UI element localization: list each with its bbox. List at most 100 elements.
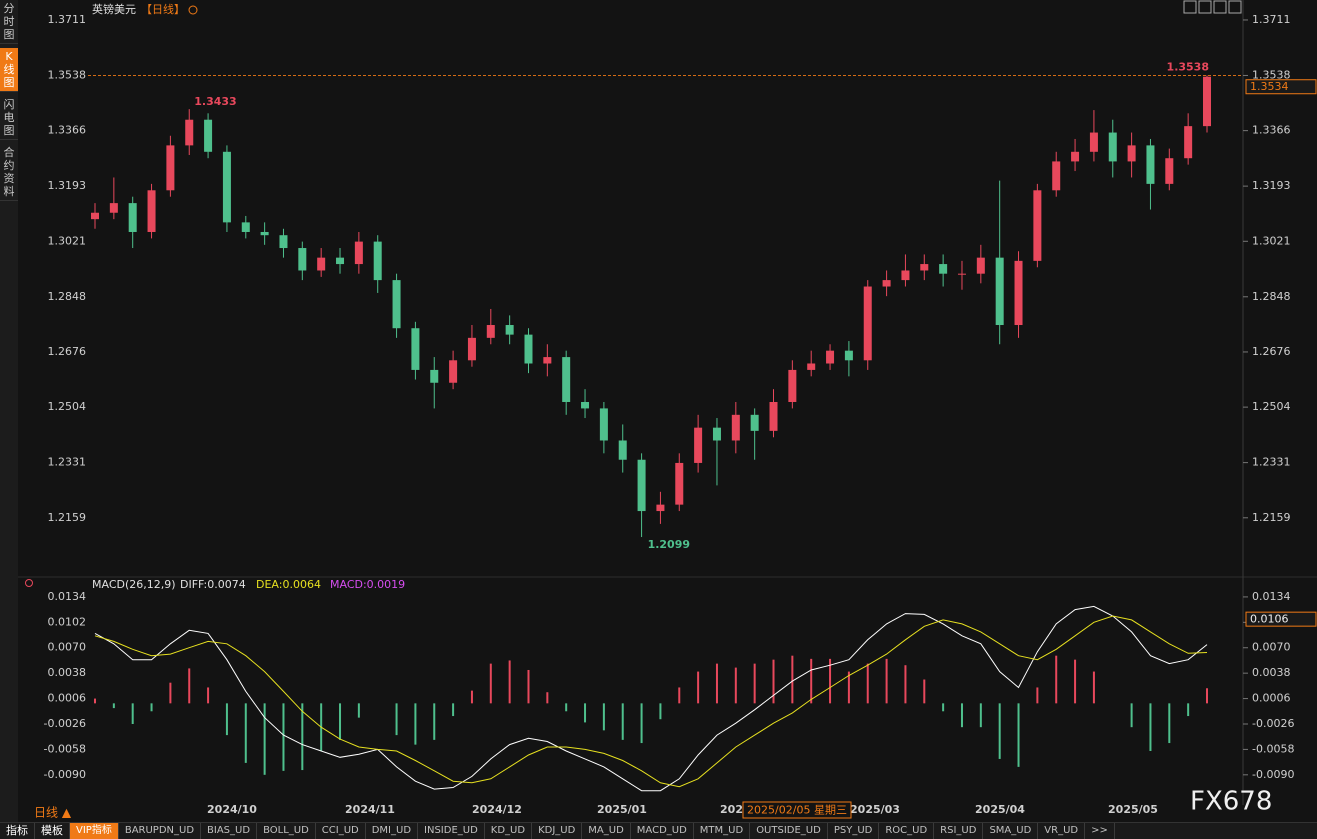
- candle-body: [1127, 145, 1136, 162]
- candle-body: [392, 280, 401, 329]
- macd-bar: [979, 703, 982, 728]
- candle-body: [543, 357, 552, 364]
- macd-bar: [470, 690, 473, 704]
- price-box: [1245, 79, 1317, 95]
- macd-bar: [433, 703, 436, 740]
- sidebar-tab[interactable]: 合约资料: [0, 144, 18, 201]
- macd-bar: [263, 703, 266, 775]
- sidebar-tab[interactable]: 分时图: [0, 0, 18, 44]
- macd-bar: [621, 703, 624, 740]
- sidebar-tab[interactable]: K线图: [0, 48, 18, 92]
- candle-body: [1108, 132, 1117, 162]
- candle-body: [826, 350, 835, 364]
- indicator-tab[interactable]: CCI_UD: [316, 823, 366, 839]
- candle-body: [844, 350, 853, 361]
- indicator-tab[interactable]: BARUPDN_UD: [119, 823, 202, 839]
- add-icon[interactable]: [188, 5, 198, 15]
- y-tick-label: 1.2848: [1252, 290, 1291, 303]
- indicator-tab[interactable]: MACD_UD: [631, 823, 694, 839]
- macd-bar: [866, 663, 869, 704]
- candle-body: [939, 264, 948, 274]
- macd-bar: [1092, 671, 1095, 704]
- y-tick-label: 1.2331: [1252, 456, 1291, 469]
- macd-bar: [527, 669, 530, 704]
- indicator-tab[interactable]: >>: [1085, 823, 1115, 839]
- candle-body: [920, 264, 929, 271]
- indicator-tab[interactable]: KD_UD: [485, 823, 533, 839]
- macd-bar: [772, 659, 775, 704]
- indicator-tab[interactable]: BOLL_UD: [257, 823, 316, 839]
- candle-body: [185, 119, 194, 146]
- x-tick-label: 2025/03: [850, 803, 900, 816]
- macd-bar: [847, 671, 850, 704]
- indicator-tab[interactable]: KDJ_UD: [532, 823, 583, 839]
- macd-bar: [734, 667, 737, 704]
- y-tick-label: 0.0134: [48, 590, 87, 603]
- macd-bar: [112, 703, 115, 709]
- icon[interactable]: [1183, 0, 1197, 14]
- indicator-tab[interactable]: MTM_UD: [694, 823, 751, 839]
- macd-bar: [150, 703, 153, 712]
- x-tick-label: 2025/04: [975, 803, 1025, 816]
- icon[interactable]: [1228, 0, 1242, 14]
- indicator-tab[interactable]: VR_UD: [1038, 823, 1086, 839]
- y-tick-label: 0.0134: [1252, 590, 1291, 603]
- macd-bar: [357, 703, 360, 718]
- macd-bar: [923, 679, 926, 704]
- indicator-tab[interactable]: OUTSIDE_UD: [750, 823, 828, 839]
- indicator-tab[interactable]: RSI_UD: [934, 823, 984, 839]
- macd-bar: [753, 663, 756, 704]
- candle-body: [581, 401, 590, 409]
- candle-body: [204, 119, 213, 152]
- last-high-annotation: 1.3538: [1167, 60, 1209, 73]
- candle-body: [1203, 76, 1211, 127]
- candle-body: [750, 414, 759, 431]
- icon[interactable]: [1198, 0, 1212, 14]
- last-price: 1.3534: [1250, 80, 1289, 93]
- macd-bar: [244, 703, 247, 763]
- y-tick-label: 1.3711: [48, 13, 87, 26]
- candle-body: [317, 257, 326, 271]
- indicator-tab[interactable]: INSIDE_UD: [418, 823, 485, 839]
- indicator-tab[interactable]: VIP指标: [70, 823, 119, 839]
- macd-bar: [301, 703, 304, 771]
- candle-body: [260, 231, 269, 236]
- y-tick-label: 1.2331: [48, 456, 87, 469]
- sidebar: 分时图 K线图闪电图合约资料: [0, 0, 18, 838]
- candle-body: [1165, 158, 1174, 184]
- x-tick-label: 2024/11: [345, 803, 395, 816]
- indicator-tab[interactable]: ROC_UD: [879, 823, 935, 839]
- toolbar-icons: [1183, 0, 1242, 14]
- period-selector[interactable]: 日线 ▲: [34, 806, 72, 820]
- icon[interactable]: [1213, 0, 1227, 14]
- y-tick-label: 0.0070: [1252, 641, 1291, 654]
- indicator-tab[interactable]: PSY_UD: [828, 823, 880, 839]
- dea-line: [94, 615, 1208, 788]
- cursor-value-box: [1245, 611, 1317, 627]
- indicator-tab[interactable]: 指标: [0, 823, 35, 839]
- y-tick-label: -0.0026: [1252, 717, 1294, 730]
- macd-bar: [1074, 659, 1077, 704]
- period-label: 【日线】: [141, 2, 185, 16]
- candle-body: [618, 440, 627, 460]
- indicator-tab[interactable]: DMI_UD: [366, 823, 419, 839]
- sidebar-tab[interactable]: 闪电图: [0, 96, 18, 140]
- candle-body: [637, 459, 646, 512]
- candle-body: [222, 151, 231, 223]
- candle-body: [486, 325, 495, 338]
- macd-bar: [131, 703, 134, 724]
- indicator-tab[interactable]: BIAS_UD: [201, 823, 258, 839]
- indicator-tab[interactable]: MA_UD: [582, 823, 631, 839]
- candle-body: [694, 427, 703, 463]
- indicator-tab[interactable]: SMA_UD: [983, 823, 1039, 839]
- indicator-icon[interactable]: [25, 579, 33, 587]
- candle-body: [807, 363, 816, 370]
- candle-body: [467, 337, 476, 361]
- candle-body: [524, 334, 533, 364]
- macd-bar: [188, 668, 191, 704]
- y-tick-label: 1.3538: [48, 68, 87, 81]
- y-tick-label: 1.2676: [1252, 345, 1291, 358]
- candle-body: [1033, 190, 1042, 261]
- indicator-tab[interactable]: 模板: [35, 823, 70, 839]
- macd-bar: [659, 703, 662, 720]
